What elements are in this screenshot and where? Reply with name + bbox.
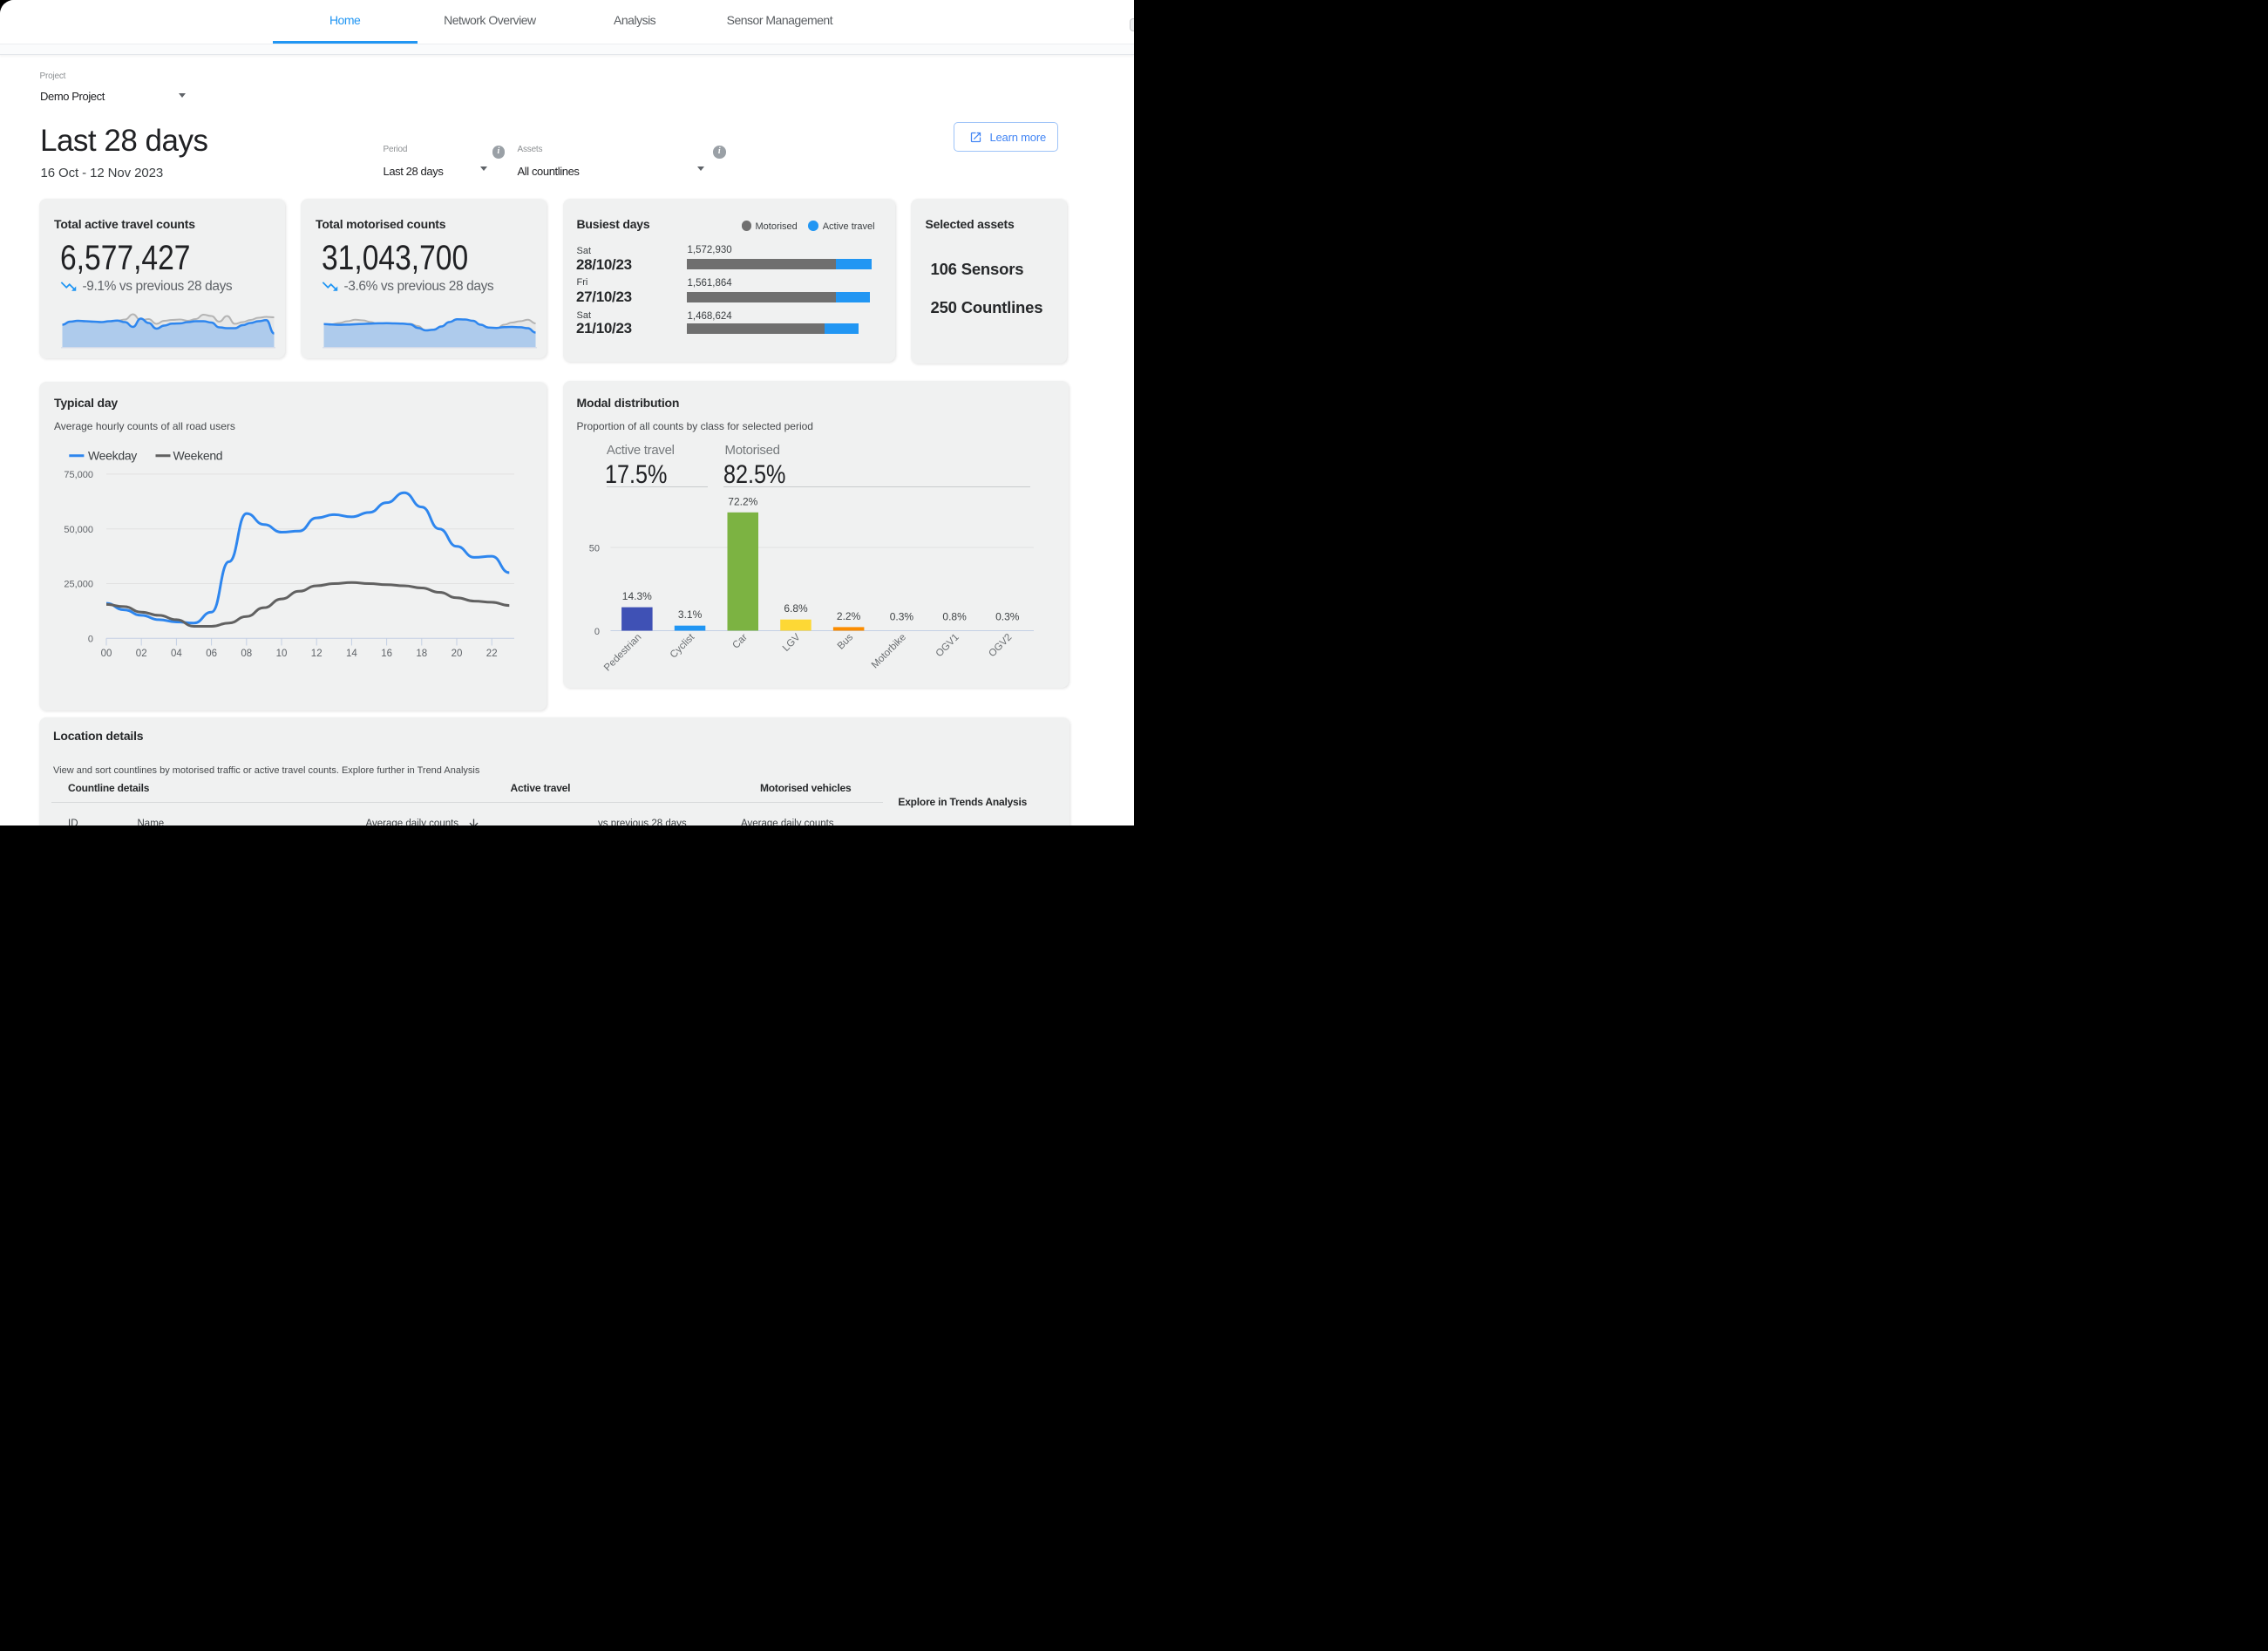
svg-text:0.8%: 0.8% [942,611,967,623]
svg-text:0: 0 [594,627,599,637]
svg-text:2.2%: 2.2% [836,610,860,622]
svg-text:08: 08 [241,649,252,659]
svg-text:OGV2: OGV2 [987,632,1014,659]
svg-text:50: 50 [588,544,599,554]
svg-text:3.1%: 3.1% [677,608,702,621]
svg-text:75,000: 75,000 [64,470,93,480]
svg-text:0: 0 [88,634,93,644]
svg-text:14.3%: 14.3% [621,590,651,602]
svg-text:Motorbike: Motorbike [869,632,907,670]
svg-text:20: 20 [452,649,463,659]
svg-text:04: 04 [171,649,182,659]
svg-text:OGV1: OGV1 [934,632,961,659]
svg-text:02: 02 [136,649,147,659]
svg-text:22: 22 [486,649,498,659]
svg-text:6.8%: 6.8% [784,602,808,615]
svg-text:14: 14 [346,649,357,659]
svg-text:Car: Car [730,632,750,651]
svg-text:06: 06 [206,649,217,659]
svg-text:12: 12 [311,649,323,659]
svg-text:25,000: 25,000 [64,580,93,590]
svg-text:Bus: Bus [835,632,855,652]
svg-text:00: 00 [101,649,112,659]
svg-text:LGV: LGV [780,632,802,654]
svg-text:50,000: 50,000 [64,525,93,535]
svg-text:0.3%: 0.3% [889,611,913,623]
svg-text:0.3%: 0.3% [995,611,1020,623]
svg-text:18: 18 [416,649,427,659]
svg-text:Weekend: Weekend [173,449,223,463]
svg-text:Cyclist: Cyclist [668,632,696,661]
svg-text:72.2%: 72.2% [728,495,757,507]
svg-text:Pedestrian: Pedestrian [602,632,643,673]
svg-text:Weekday: Weekday [88,449,137,463]
svg-text:16: 16 [381,649,392,659]
svg-text:10: 10 [276,649,288,659]
